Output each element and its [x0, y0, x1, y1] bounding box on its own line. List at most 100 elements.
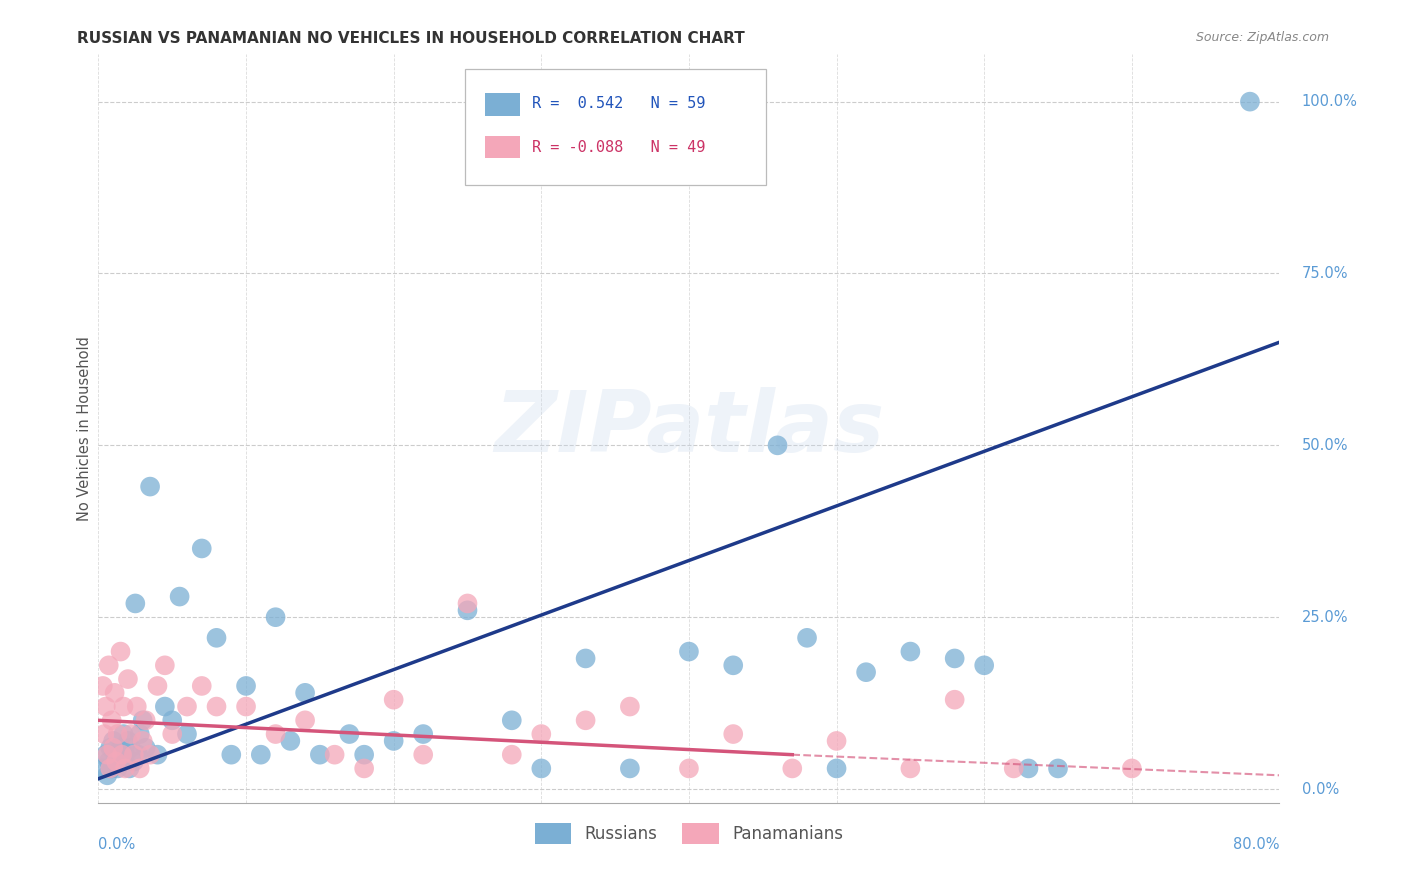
Point: [128, 727, 150, 741]
Text: RUSSIAN VS PANAMANIAN NO VEHICLES IN HOUSEHOLD CORRELATION CHART: RUSSIAN VS PANAMANIAN NO VEHICLES IN HOU…: [77, 31, 745, 46]
Point: [678, 644, 700, 658]
Point: [104, 686, 127, 700]
Point: [323, 747, 346, 762]
Point: [191, 541, 214, 556]
Point: [122, 747, 145, 762]
Point: [205, 631, 228, 645]
Point: [235, 679, 257, 693]
Point: [110, 740, 132, 755]
Point: [294, 686, 316, 700]
Point: [122, 755, 145, 769]
Point: [176, 727, 198, 741]
Point: [412, 727, 434, 741]
Point: [619, 699, 641, 714]
Point: [782, 761, 804, 775]
Point: [264, 727, 287, 741]
Point: [250, 747, 273, 762]
Point: [125, 699, 148, 714]
Point: [412, 747, 434, 762]
Point: [107, 761, 129, 775]
Point: [105, 755, 128, 769]
Text: 100.0%: 100.0%: [1302, 95, 1357, 109]
Point: [91, 679, 114, 693]
Point: [162, 714, 183, 728]
Point: [93, 727, 115, 741]
Point: [135, 740, 157, 755]
Point: [766, 438, 789, 452]
Point: [120, 727, 142, 741]
Point: [900, 644, 922, 658]
Point: [191, 679, 214, 693]
Point: [530, 761, 553, 775]
Point: [176, 699, 198, 714]
Point: [575, 714, 598, 728]
Text: ZIPatlas: ZIPatlas: [494, 386, 884, 470]
Point: [118, 761, 141, 775]
Point: [825, 761, 848, 775]
Point: [457, 603, 479, 617]
Text: 25.0%: 25.0%: [1302, 610, 1348, 624]
Point: [94, 699, 117, 714]
Point: [457, 597, 479, 611]
Point: [162, 727, 183, 741]
Point: [1047, 761, 1070, 775]
Text: R =  0.542   N = 59: R = 0.542 N = 59: [531, 96, 706, 112]
Point: [114, 747, 136, 762]
Point: [100, 761, 122, 775]
Point: [353, 747, 375, 762]
Point: [100, 714, 122, 728]
Point: [855, 665, 877, 680]
Text: 80.0%: 80.0%: [1233, 837, 1279, 852]
Point: [110, 644, 132, 658]
Point: [943, 692, 966, 706]
Point: [103, 734, 125, 748]
Point: [678, 761, 700, 775]
Point: [132, 714, 155, 728]
Point: [1018, 761, 1040, 775]
Point: [111, 747, 134, 762]
Point: [501, 714, 523, 728]
Point: [98, 740, 121, 755]
Legend: Russians, Panamanians: Russians, Panamanians: [527, 816, 851, 851]
Point: [943, 651, 966, 665]
Point: [127, 747, 149, 762]
Point: [501, 747, 523, 762]
Point: [825, 734, 848, 748]
Point: [382, 692, 405, 706]
Point: [280, 734, 302, 748]
Text: 50.0%: 50.0%: [1302, 438, 1348, 453]
Point: [96, 747, 118, 762]
Point: [575, 651, 598, 665]
Point: [796, 631, 818, 645]
Point: [309, 747, 332, 762]
Point: [96, 768, 118, 782]
Point: [353, 761, 375, 775]
Point: [112, 727, 135, 741]
Point: [1121, 761, 1143, 775]
FancyBboxPatch shape: [464, 69, 766, 185]
Point: [98, 761, 121, 775]
Point: [94, 747, 117, 762]
Point: [619, 761, 641, 775]
Point: [117, 734, 139, 748]
Point: [1239, 95, 1261, 109]
Point: [900, 761, 922, 775]
Point: [124, 597, 146, 611]
Point: [146, 679, 169, 693]
Point: [91, 761, 114, 775]
Point: [132, 734, 155, 748]
Point: [1002, 761, 1025, 775]
Point: [128, 761, 150, 775]
Text: 0.0%: 0.0%: [98, 837, 135, 852]
Bar: [485, 136, 520, 159]
Point: [294, 714, 316, 728]
Point: [530, 727, 553, 741]
Point: [105, 747, 128, 762]
Point: [146, 747, 169, 762]
Point: [107, 727, 129, 741]
Point: [117, 672, 139, 686]
Point: [169, 590, 191, 604]
Point: [235, 699, 257, 714]
Point: [114, 761, 136, 775]
Point: [723, 727, 745, 741]
